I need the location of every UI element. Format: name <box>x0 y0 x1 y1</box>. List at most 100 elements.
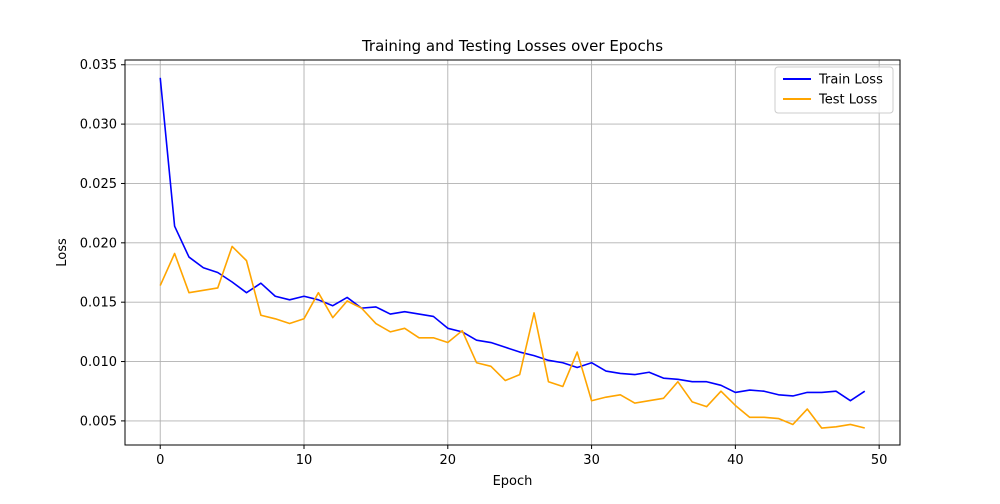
y-tick-label: 0.015 <box>80 296 117 311</box>
test-loss-point <box>332 316 334 318</box>
train-loss-point <box>231 281 233 283</box>
test-loss-point <box>432 337 434 339</box>
test-loss-point <box>662 397 664 399</box>
train-loss-line <box>159 77 866 402</box>
test-loss-point <box>720 390 722 392</box>
train-loss-point <box>490 341 492 343</box>
test-loss-point <box>864 427 866 429</box>
test-loss-line <box>159 245 865 429</box>
series-lines <box>159 77 866 429</box>
axes-frame <box>124 59 901 446</box>
test-loss-point <box>634 402 636 404</box>
chart-title: Training and Testing Losses over Epochs <box>361 37 663 55</box>
train-loss-point <box>518 351 520 353</box>
test-loss-point <box>749 416 751 418</box>
train-loss-point <box>346 296 348 298</box>
test-loss-point <box>590 400 592 402</box>
test-loss-point <box>288 322 290 324</box>
train-loss-point <box>188 256 190 258</box>
test-loss-point <box>317 291 319 293</box>
train-loss-point <box>432 315 434 317</box>
ticks: 0 10 20 30 40 50 0.005 0.010 0.015 0.020 0.025 0.03… <box>80 58 888 468</box>
train-loss-point <box>634 373 636 375</box>
train-loss-point <box>792 395 794 397</box>
test-loss-point <box>619 394 621 396</box>
test-loss-point <box>576 351 578 353</box>
train-loss-point <box>475 339 477 341</box>
train-loss-point <box>504 346 506 348</box>
train-loss-point <box>677 378 679 380</box>
grid <box>125 60 900 445</box>
test-loss-point <box>792 423 794 425</box>
test-loss-point <box>260 314 262 316</box>
test-loss-point <box>202 289 204 291</box>
test-loss-point <box>346 300 348 302</box>
legend-label-train-loss: Train Loss <box>818 73 883 88</box>
train-loss-point <box>806 391 808 393</box>
test-loss-point <box>447 341 449 343</box>
test-loss-point <box>547 381 549 383</box>
y-tick-label: 0.035 <box>80 58 117 73</box>
test-loss-point <box>806 408 808 410</box>
test-loss-point <box>159 284 161 286</box>
test-loss-point <box>475 362 477 364</box>
train-loss-point <box>605 370 607 372</box>
test-loss-point <box>217 287 219 289</box>
train-loss-point <box>662 377 664 379</box>
test-loss-point <box>734 404 736 406</box>
train-loss-point <box>864 390 866 392</box>
x-tick-label: 10 <box>296 453 313 468</box>
test-loss-point <box>705 405 707 407</box>
train-loss-point <box>619 372 621 374</box>
y-axis-label: Loss <box>55 238 70 267</box>
test-loss-point <box>562 385 564 387</box>
test-loss-point <box>777 417 779 419</box>
y-tick-label: 0.005 <box>80 414 117 429</box>
train-loss-point <box>447 327 449 329</box>
test-loss-point <box>849 423 851 425</box>
x-tick-label: 20 <box>440 453 457 468</box>
train-loss-point <box>389 313 391 315</box>
train-loss-point <box>849 400 851 402</box>
test-loss-point <box>533 312 535 314</box>
test-loss-point <box>763 416 765 418</box>
y-tick-label: 0.010 <box>80 355 117 370</box>
train-loss-point <box>260 282 262 284</box>
train-loss-point <box>245 291 247 293</box>
train-loss-point <box>720 384 722 386</box>
train-loss-point <box>173 225 175 227</box>
train-loss-point <box>217 271 219 273</box>
x-axis-label: Epoch <box>493 474 533 489</box>
train-loss-point <box>590 362 592 364</box>
test-loss-point <box>677 381 679 383</box>
test-loss-point <box>274 318 276 320</box>
train-loss-point <box>820 391 822 393</box>
test-loss-point <box>504 379 506 381</box>
y-tick-label: 0.020 <box>80 236 117 251</box>
train-loss-point <box>547 359 549 361</box>
train-loss-point <box>159 77 161 79</box>
test-loss-point <box>691 401 693 403</box>
train-loss-point <box>317 299 319 301</box>
train-loss-point <box>303 295 305 297</box>
train-loss-point <box>734 391 736 393</box>
test-loss-point <box>490 365 492 367</box>
train-loss-point <box>288 299 290 301</box>
y-tick-label: 0.025 <box>80 177 117 192</box>
test-loss-point <box>605 396 607 398</box>
test-loss-point <box>303 318 305 320</box>
test-loss-point <box>389 331 391 333</box>
train-loss-point <box>403 310 405 312</box>
x-tick-label: 0 <box>156 453 164 468</box>
train-loss-point <box>749 389 751 391</box>
legend-label-test-loss: Test Loss <box>818 93 877 108</box>
train-loss-point <box>562 362 564 364</box>
train-loss-point <box>576 366 578 368</box>
test-loss-point <box>403 327 405 329</box>
test-loss-point <box>231 245 233 247</box>
train-loss-point <box>763 390 765 392</box>
train-loss-point <box>418 313 420 315</box>
test-loss-point <box>418 337 420 339</box>
